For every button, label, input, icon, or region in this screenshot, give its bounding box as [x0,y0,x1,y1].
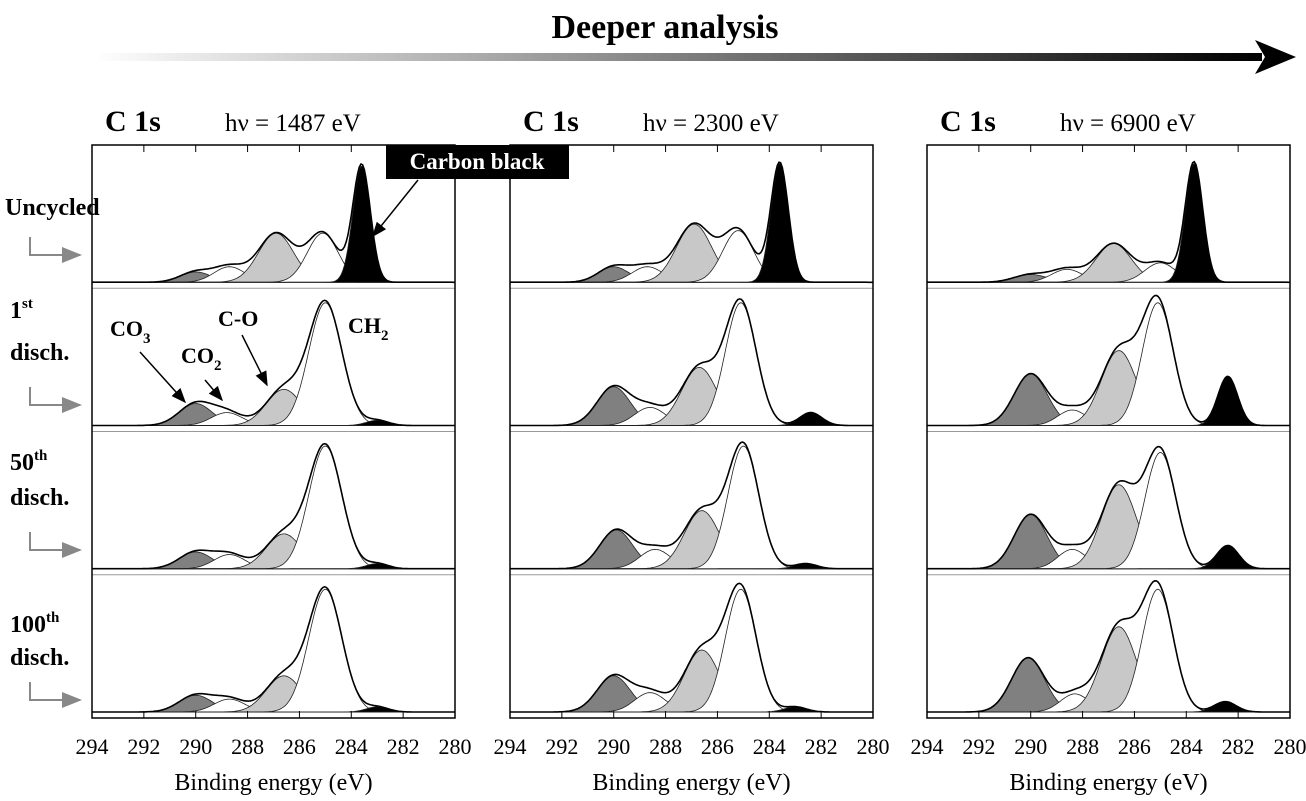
fit-envelope [927,579,1290,713]
row-label-number-text: 50 [10,450,34,476]
labels: Uncycled1stdisch.50thdisch.100thdisch.C … [5,105,1306,796]
figure-title: Deeper analysis [552,9,779,46]
x-tick-label: 292 [127,734,160,759]
annotation-arrow [372,179,419,238]
x-axis-label: Binding energy (eV) [174,770,372,796]
annotation: Carbon black [410,149,545,174]
fit-component [91,232,456,283]
row-label-number: 100th [10,610,60,638]
annotation: CO3 [110,316,151,347]
x-tick-label: 290 [1014,734,1047,759]
panel-title: C 1s [940,105,996,138]
x-tick-label: 294 [494,734,527,759]
x-tick-label: 280 [1274,734,1306,759]
x-tick-label: 288 [649,734,682,759]
x-tick-label: 294 [911,734,944,759]
fit-envelope [510,582,873,713]
annotation-text: CH [348,313,381,338]
x-tick-label: 288 [1066,734,1099,759]
direction-arrow-head [1255,40,1296,74]
fit-envelope [927,160,1290,284]
row-arrow [29,682,82,708]
x-axis-label: Binding energy (eV) [592,770,790,796]
direction-arrow [92,53,1262,61]
row-label-number-text: 1 [10,298,22,324]
row-label-number: 50th [10,448,48,476]
x-tick-label: 288 [231,734,264,759]
x-tick-label: 284 [753,734,786,759]
annotation-text: CO [181,343,214,368]
annotation-subscript: 2 [214,358,222,374]
x-tick-label: 292 [962,734,995,759]
x-tick-label: 286 [283,734,316,759]
row-label-text: Uncycled [5,195,100,221]
x-tick-label: 282 [387,734,420,759]
fit-envelope [510,161,873,284]
row-label-text: disch. [10,485,69,511]
row-label-suffix: th [34,448,48,464]
panel-frame [926,144,1291,719]
annotation-arrow [204,379,223,402]
fit-component [509,223,874,283]
panel-subtitle: hν = 2300 eV [643,110,779,137]
x-tick-label: 286 [1118,734,1151,759]
x-tick-label: 280 [857,734,890,759]
x-tick-label: 294 [76,734,109,759]
x-tick-label: 290 [179,734,212,759]
row-arrow [29,387,82,413]
annotation: C-O [218,306,258,331]
annotation: CH2 [348,313,389,344]
row-label-number-text: 100 [10,612,46,638]
annotation-text: CO [110,316,143,341]
panel-frame [91,144,456,719]
row-label-number: 1st [10,296,33,324]
plots [91,144,1291,719]
fit-envelope [92,585,455,713]
annotation-text: Carbon black [410,149,545,174]
x-tick-label: 292 [545,734,578,759]
fit-component [926,243,1291,283]
x-axis-label: Binding energy (eV) [1009,770,1207,796]
annotation: CO2 [181,343,222,374]
panel-title: C 1s [105,105,161,138]
row-label-text: disch. [10,340,69,366]
annotation-subscript: 2 [381,328,389,344]
fit-envelope [510,298,873,427]
annotation-arrow [139,351,187,404]
panel-subtitle: hν = 1487 eV [225,110,361,137]
row-arrow [29,532,82,558]
x-tick-label: 284 [1170,734,1203,759]
panel-title: C 1s [523,105,579,138]
fit-envelope [927,445,1290,570]
annotation-text: C-O [218,306,258,331]
x-tick-label: 290 [597,734,630,759]
fit-envelope [510,441,873,570]
annotation-subscript: 3 [143,331,151,347]
row-label-text: disch. [10,645,69,671]
x-tick-label: 280 [439,734,472,759]
x-tick-label: 286 [701,734,734,759]
x-tick-label: 282 [805,734,838,759]
fit-envelope [92,442,455,570]
fit-envelope [927,294,1290,427]
annotation-arrow [241,334,268,387]
row-label-suffix: st [22,296,33,312]
annotation-box [386,145,569,179]
panel-frame [509,144,874,719]
x-tick-label: 284 [335,734,368,759]
fit-envelope [92,299,455,427]
fit-envelope [92,162,455,284]
row-label-suffix: th [46,610,60,626]
panel-subtitle: hν = 6900 eV [1060,110,1196,137]
x-tick-label: 282 [1222,734,1255,759]
row-arrow [29,237,82,263]
